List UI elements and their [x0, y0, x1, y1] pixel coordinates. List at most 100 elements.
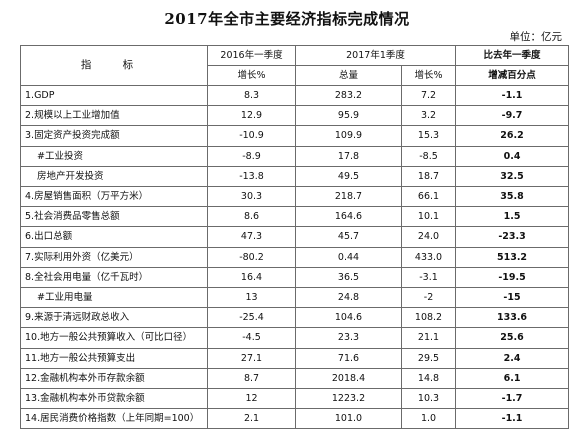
change-points-cell: -9.7: [455, 105, 570, 127]
indicator-name-cell: 11.地方一般公共预算支出: [20, 347, 208, 369]
growth-2016-cell: -10.9: [207, 125, 296, 147]
change-points-cell: 513.2: [455, 246, 570, 268]
growth-2017-cell: 14.8: [400, 367, 457, 390]
growth-2017-cell: 66.1: [400, 186, 457, 208]
change-points-cell: -15: [455, 287, 570, 309]
table-row: 13.金融机构本外币贷款余额 12 1223.2 10.3 -1.7: [20, 388, 570, 410]
indicator-name-cell: 6.出口总额: [20, 226, 208, 248]
indicator-name-cell: 8.全社会用电量（亿千瓦时）: [20, 266, 208, 289]
table-row: 2.规模以上工业增加值 12.9 95.9 3.2 -9.7: [20, 105, 570, 127]
growth-2016-cell: 12.9: [207, 105, 296, 127]
growth-2016-cell: -13.8: [207, 165, 296, 188]
growth-2017-cell: 1.0: [400, 408, 457, 430]
indicator-name-cell: 9.来源于清远财政总收入: [20, 307, 208, 329]
total-2017-cell: 23.3: [295, 327, 402, 349]
growth-2017-cell: -2: [400, 287, 457, 309]
total-2017-cell: 218.7: [295, 186, 402, 208]
growth-2016-cell: 8.3: [207, 84, 296, 107]
indicator-name-cell: 3.固定资产投资完成额: [20, 125, 208, 147]
growth-2016-cell: -4.5: [207, 327, 296, 349]
page-title: 2017年全市主要经济指标完成情况: [164, 10, 410, 28]
indicator-name-cell: 4.房屋销售面积（万平方米）: [20, 186, 208, 208]
total-2017-cell: 17.8: [295, 145, 402, 167]
indicator-name-cell: 1.GDP: [20, 84, 208, 107]
table-row: #工业投资 -8.9 17.8 -8.5 0.4: [20, 145, 570, 167]
growth-2017-cell: 108.2: [400, 307, 457, 329]
indicator-name-cell: 房地产开发投资: [20, 165, 208, 188]
total-2017-cell: 45.7: [295, 226, 402, 248]
header-2017q1: 2017年1季度: [294, 45, 457, 66]
total-2017-cell: 283.2: [295, 84, 402, 107]
total-2017-cell: 36.5: [295, 266, 402, 289]
growth-2016-cell: 16.4: [207, 266, 296, 289]
change-points-cell: 1.5: [455, 206, 570, 228]
unit-label: 单位：亿元: [509, 31, 563, 43]
growth-2017-cell: 10.3: [400, 388, 457, 410]
header-change: 比去年一季度: [455, 45, 570, 66]
total-2017-cell: 49.5: [295, 165, 402, 188]
change-points-cell: 6.1: [455, 367, 570, 390]
total-2017-cell: 24.8: [295, 287, 402, 309]
total-2017-cell: 164.6: [295, 206, 402, 228]
total-2017-cell: 0.44: [295, 246, 402, 268]
total-2017-cell: 2018.4: [295, 367, 402, 390]
table-row: 6.出口总额 47.3 45.7 24.0 -23.3: [20, 226, 570, 248]
growth-2016-cell: -25.4: [207, 307, 296, 329]
total-2017-cell: 1223.2: [295, 388, 402, 410]
change-points-cell: 0.4: [455, 145, 570, 167]
indicator-name-cell: 7.实际利用外资（亿美元）: [20, 246, 208, 268]
total-2017-cell: 95.9: [295, 105, 402, 127]
growth-2017-cell: 3.2: [400, 105, 457, 127]
growth-2017-cell: 15.3: [400, 125, 457, 147]
indicator-name-cell: 5.社会消费品零售总额: [20, 206, 208, 228]
change-points-cell: -23.3: [455, 226, 570, 248]
change-points-cell: -1.1: [455, 84, 570, 107]
growth-2017-cell: 10.1: [400, 206, 457, 228]
indicator-header: 指 标: [20, 45, 208, 86]
table-row: 5.社会消费品零售总额 8.6 164.6 10.1 1.5: [20, 206, 570, 228]
indicator-name-cell: 10.地方一般公共预算收入（可比口径）: [20, 327, 208, 349]
change-points-cell: 35.8: [455, 186, 570, 208]
indicator-name-cell: 12.金融机构本外币存款余额: [20, 367, 208, 390]
indicators-table: 指 标 2016年一季度 2017年1季度 比去年一季度 增长% 总量 增长% …: [20, 45, 570, 430]
growth-2016-cell: 47.3: [207, 226, 296, 248]
growth-2016-cell: 13: [207, 287, 296, 309]
header-2016q1: 2016年一季度: [207, 45, 296, 66]
growth-2017-cell: -8.5: [400, 145, 457, 167]
table-row: 房地产开发投资 -13.8 49.5 18.7 32.5: [20, 165, 570, 188]
total-2017-cell: 101.0: [295, 408, 402, 430]
indicator-name-cell: #工业用电量: [20, 287, 208, 309]
change-points-cell: 133.6: [455, 307, 570, 329]
growth-2016-cell: -80.2: [207, 246, 296, 268]
table-row: 14.居民消费价格指数（上年同期=100） 2.1 101.0 1.0 -1.1: [20, 408, 570, 430]
total-2017-cell: 71.6: [295, 347, 402, 369]
header-total: 总量: [295, 65, 402, 86]
indicator-name-cell: 14.居民消费价格指数（上年同期=100）: [20, 408, 208, 430]
table-row: 9.来源于清远财政总收入 -25.4 104.6 108.2 133.6: [20, 307, 570, 329]
indicator-name-cell: 2.规模以上工业增加值: [20, 105, 208, 127]
growth-2017-cell: 29.5: [400, 347, 457, 369]
growth-2017-cell: 18.7: [400, 165, 457, 188]
growth-2017-cell: 433.0: [400, 246, 457, 268]
growth-2017-cell: -3.1: [400, 266, 457, 289]
indicator-name-cell: 13.金融机构本外币贷款余额: [20, 388, 208, 410]
growth-2016-cell: 30.3: [207, 186, 296, 208]
indicator-name-cell: #工业投资: [20, 145, 208, 167]
total-2017-cell: 109.9: [295, 125, 402, 147]
table-row: 11.地方一般公共预算支出 27.1 71.6 29.5 2.4: [20, 347, 570, 369]
growth-2016-cell: -8.9: [207, 145, 296, 167]
change-points-cell: 25.6: [455, 327, 570, 349]
growth-2016-cell: 8.7: [207, 367, 296, 390]
growth-2016-cell: 2.1: [207, 408, 296, 430]
growth-2017-cell: 24.0: [400, 226, 457, 248]
table-row: 10.地方一般公共预算收入（可比口径） -4.5 23.3 21.1 25.6: [20, 327, 570, 349]
growth-2017-cell: 7.2: [400, 84, 457, 107]
table-row: 12.金融机构本外币存款余额 8.7 2018.4 14.8 6.1: [20, 367, 570, 390]
change-points-cell: -1.1: [455, 408, 570, 430]
change-points-cell: 26.2: [455, 125, 570, 147]
table-row: #工业用电量 13 24.8 -2 -15: [20, 287, 570, 309]
header-row-1: 指 标 2016年一季度 2017年1季度 比去年一季度: [20, 45, 570, 86]
growth-2017-cell: 21.1: [400, 327, 457, 349]
change-points-cell: -1.7: [455, 388, 570, 410]
change-points-cell: 2.4: [455, 347, 570, 369]
